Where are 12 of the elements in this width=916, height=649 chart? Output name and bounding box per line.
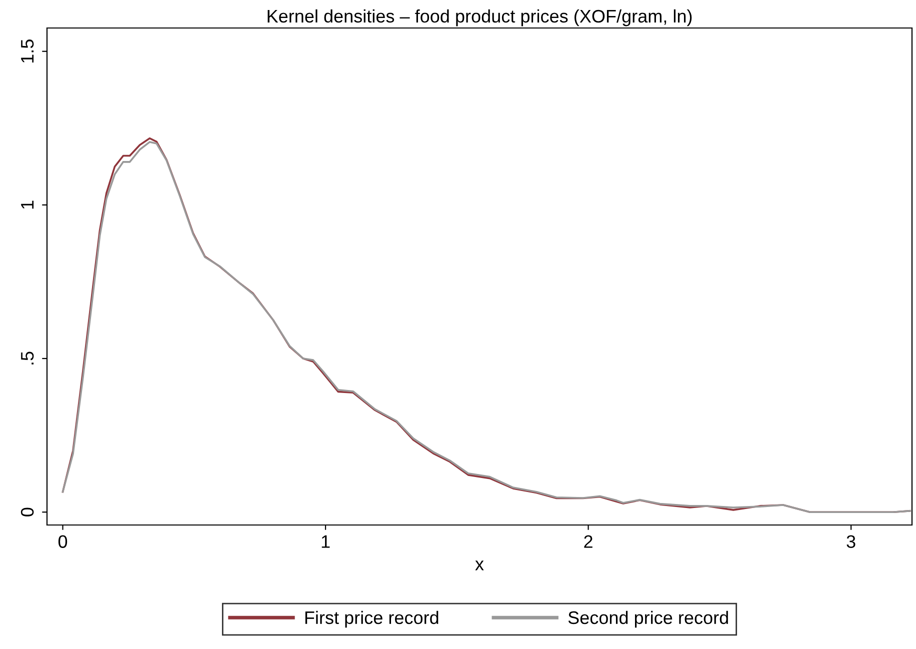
y-tick-label: 1 xyxy=(21,200,34,209)
y-tick-label: 1.5 xyxy=(21,40,34,63)
chart-title: Kernel densities – food product prices (XOF/gram, ln) xyxy=(268,9,692,26)
x-tick-label: 3 xyxy=(846,535,856,548)
legend-label: First price record xyxy=(305,610,438,628)
x-tick-label: 2 xyxy=(584,535,592,548)
x-tick-label: 1 xyxy=(322,535,330,548)
y-tick-label: 0 xyxy=(20,508,34,516)
x-tick-label: 0 xyxy=(58,535,68,548)
x-axis-title: x xyxy=(475,560,484,570)
legend-label: Second price record xyxy=(568,610,728,628)
y-tick-label: .5 xyxy=(21,352,34,364)
